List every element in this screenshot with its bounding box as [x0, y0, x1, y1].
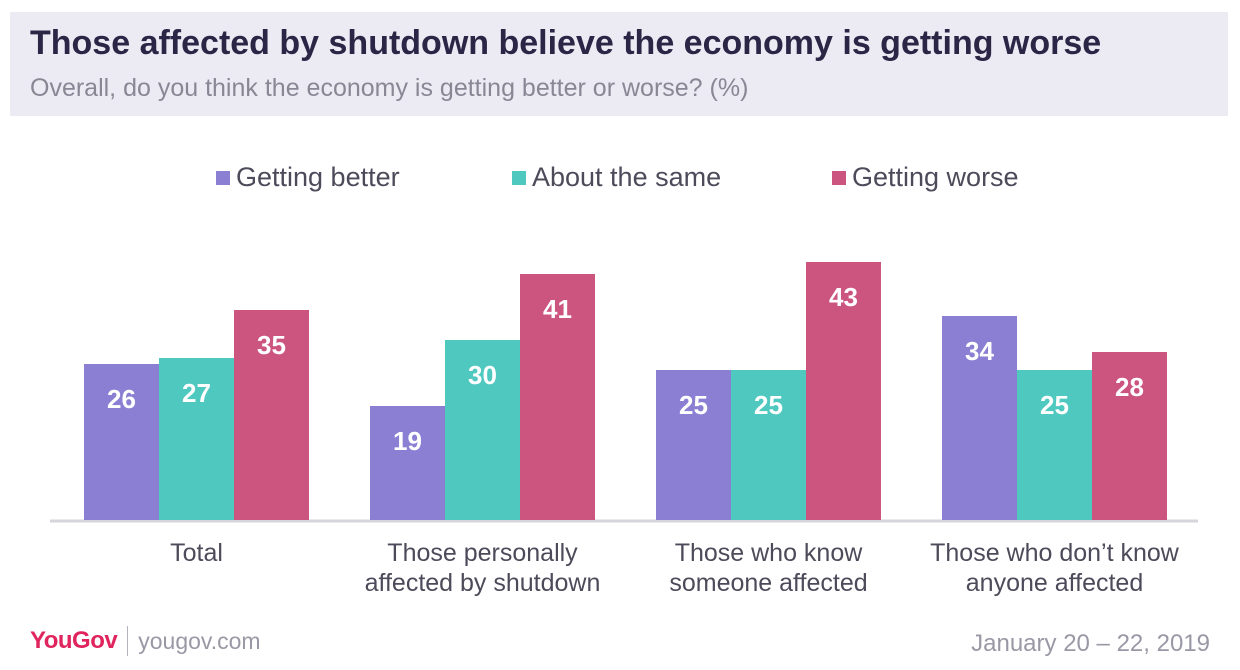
data-label-getting-worse-0: 35	[257, 330, 286, 360]
bar-getting-worse-3	[1092, 352, 1167, 520]
legend-swatch-getting-worse	[832, 170, 846, 185]
footer-branding: YouGov yougov.com	[30, 626, 261, 656]
bar-about-the-same-1	[445, 340, 520, 520]
bar-getting-better-2	[656, 370, 731, 520]
data-label-about-the-same-1: 30	[468, 360, 497, 390]
bar-getting-better-0	[84, 364, 159, 520]
legend-item-about-the-same: About the same	[512, 162, 721, 193]
data-label-getting-better-1: 19	[393, 426, 422, 456]
yougov-logo: YouGov	[30, 627, 118, 654]
bar-getting-worse-0	[234, 310, 309, 520]
legend-swatch-about-the-same	[512, 170, 526, 185]
data-label-getting-worse-2: 43	[829, 282, 858, 312]
chart-title: Those affected by shutdown believe the e…	[30, 24, 1102, 62]
bar-about-the-same-2	[731, 370, 806, 520]
bar-getting-better-1	[370, 406, 445, 520]
bar-about-the-same-0	[159, 358, 234, 520]
data-label-getting-worse-3: 28	[1115, 372, 1144, 402]
legend-item-getting-worse: Getting worse	[832, 162, 1019, 193]
legend-label-about-the-same: About the same	[532, 162, 722, 192]
data-label-getting-better-0: 26	[107, 384, 136, 414]
legend-item-getting-better: Getting better	[216, 162, 400, 193]
category-label-3: Those who don’t know anyone affected	[930, 539, 1179, 597]
data-label-getting-better-2: 25	[679, 390, 708, 420]
chart-legend: Getting better About the same Getting wo…	[0, 162, 1240, 196]
site-url: yougov.com	[138, 627, 261, 654]
data-label-about-the-same-0: 27	[182, 378, 211, 408]
bar-getting-worse-2	[806, 262, 881, 520]
bar-about-the-same-3	[1017, 370, 1092, 520]
bar-getting-better-3	[942, 316, 1017, 520]
legend-label-getting-better: Getting better	[236, 162, 400, 192]
logo-divider	[127, 626, 129, 656]
category-label-1: Those personally affected by shutdown	[364, 539, 601, 597]
survey-date: January 20 – 22, 2019	[971, 630, 1210, 657]
bar-getting-worse-1	[520, 274, 595, 520]
legend-swatch-getting-better	[216, 170, 230, 185]
data-label-getting-worse-1: 41	[543, 294, 572, 324]
legend-label-getting-worse: Getting worse	[852, 162, 1019, 192]
category-label-2: Those who know someone affected	[669, 539, 868, 597]
category-label-0: Total	[170, 539, 223, 567]
chart-subtitle: Overall, do you think the economy is get…	[30, 74, 749, 102]
data-label-about-the-same-3: 25	[1040, 390, 1069, 420]
data-label-getting-better-3: 34	[965, 336, 994, 366]
data-label-about-the-same-2: 25	[754, 390, 783, 420]
chart-header: Those affected by shutdown believe the e…	[10, 12, 1228, 116]
